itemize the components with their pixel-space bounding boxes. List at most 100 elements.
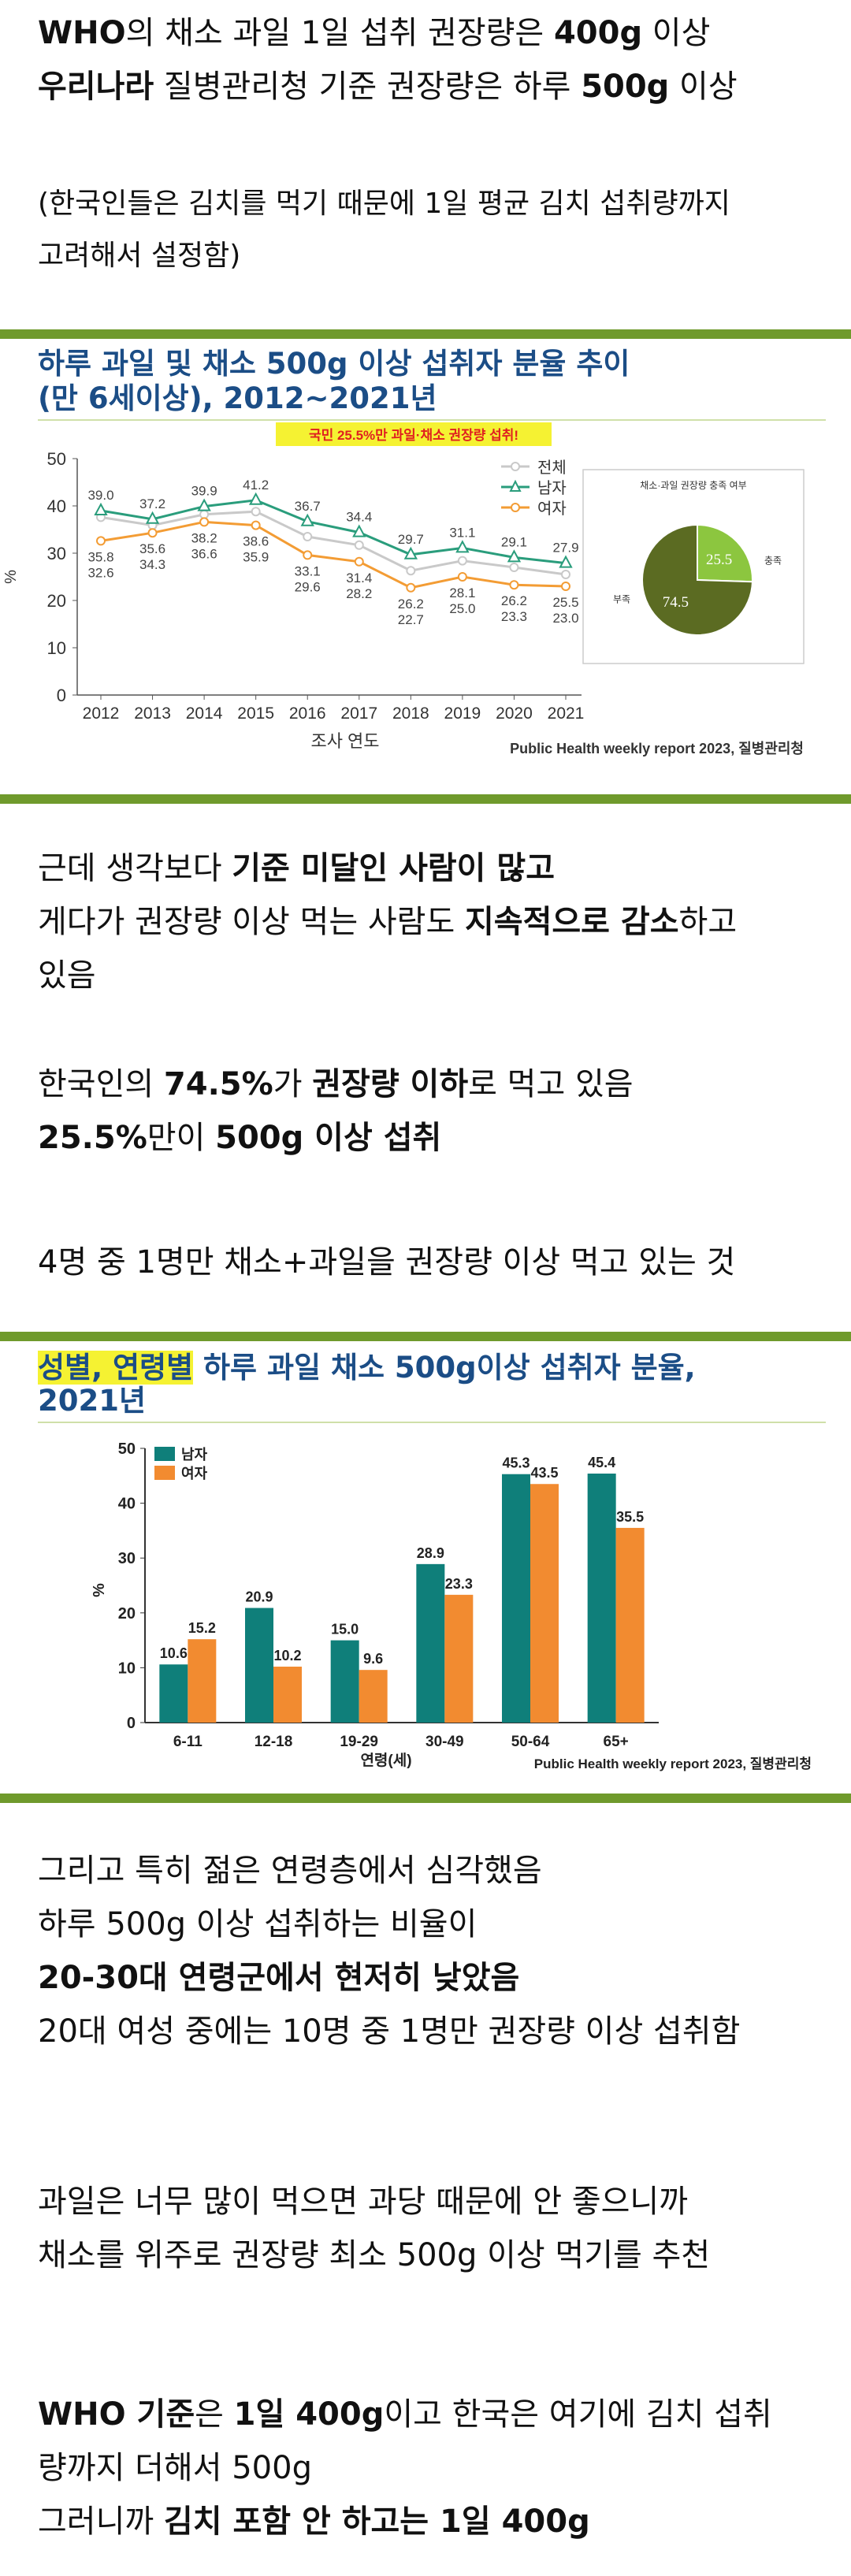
body-paragraph-3: 4명 중 1명만 채소+과일을 권장량 이상 먹고 있는 것 <box>38 1236 818 1289</box>
legend-marker <box>511 503 520 512</box>
data-point <box>303 532 313 541</box>
x-tick-label: 2020 <box>496 704 533 723</box>
data-point <box>96 536 106 546</box>
series-line-남자 <box>100 499 567 565</box>
x-tick-label: 65+ <box>604 1734 629 1750</box>
body-line: 그리고 특히 젊은 연령층에서 심각했음 <box>38 1853 542 1889</box>
legend-label: 여자 <box>537 500 567 518</box>
data-point <box>352 524 366 537</box>
bar-남자 <box>416 1563 445 1723</box>
pie-slice-부족 <box>641 523 753 636</box>
x-tick-label: 2017 <box>340 704 377 723</box>
data-label: 31.4 <box>346 571 372 585</box>
x-tick-label: 12-18 <box>255 1734 293 1750</box>
bar-value-label: 9.6 <box>363 1651 383 1667</box>
data-label: 29.6 <box>295 579 321 594</box>
x-tick-label: 2019 <box>444 704 481 723</box>
data-point <box>199 509 210 519</box>
legend-label: 남자 <box>537 479 567 497</box>
body-line: 한국인의 74.5%가 권장량 이하로 먹고 있음 <box>38 1066 634 1102</box>
intro-section: WHO의 채소 과일 1일 섭취 권장량은 400g 이상 우리나라 질병관리청… <box>38 6 818 113</box>
data-point <box>251 520 261 530</box>
data-point <box>561 570 570 579</box>
body-paragraph-5: 과일은 너무 많이 먹으면 과당 때문에 안 좋으니까 채소를 위주로 권장량 … <box>38 2175 818 2282</box>
bar-여자 <box>615 1527 645 1723</box>
y-tick-label: 50 <box>118 1440 136 1458</box>
intro-line-2: 우리나라 질병관리청 기준 권장량은 하루 500g 이상 <box>38 69 738 105</box>
body-line: 20대 여성 중에는 10명 중 1명만 권장량 이상 섭취함 <box>38 2013 741 2050</box>
data-label: 34.3 <box>139 557 165 572</box>
body-paragraph-2: 한국인의 74.5%가 권장량 이하로 먹고 있음 25.5%만이 500g 이… <box>38 1058 818 1165</box>
data-point <box>509 580 519 590</box>
bar-chart: 0 10 20 30 40 50% 10.615.2 6-11 20.9 10.2 12-18 15.… <box>91 1440 812 1771</box>
data-point <box>199 517 210 527</box>
data-point <box>507 549 522 563</box>
pie-category-label: 충족 <box>764 556 782 567</box>
body-line: 채소를 위주로 권장량 최소 500g 이상 먹기를 추천 <box>38 2237 711 2273</box>
data-point <box>94 502 108 515</box>
x-tick-label: 2021 <box>548 704 585 723</box>
data-label: 29.1 <box>501 534 527 549</box>
series-line-여자 <box>100 520 567 589</box>
data-label: 32.6 <box>87 565 113 580</box>
body-line: 있음 <box>38 957 96 994</box>
bar-value-label: 15.0 <box>331 1622 359 1637</box>
data-point <box>403 546 418 559</box>
data-label: 41.2 <box>243 478 269 493</box>
body-paragraph-6: WHO 기준은 1일 400g이고 한국은 여기에 김치 섭취 량까지 더해서 … <box>38 2388 818 2548</box>
data-point <box>354 540 364 550</box>
bar-value-label: 45.4 <box>588 1455 615 1470</box>
data-label: 26.2 <box>398 597 424 611</box>
data-label: 31.1 <box>449 525 475 540</box>
bar-chart-subtitle: 2021년 <box>38 1384 147 1418</box>
y-axis-label: % <box>2 570 20 584</box>
data-point <box>406 566 416 576</box>
body-line: 량까지 더해서 500g <box>38 2450 312 2486</box>
data-point <box>147 528 158 538</box>
data-label: 38.2 <box>191 530 217 545</box>
data-label: 39.0 <box>87 488 113 503</box>
body-line: 그러니까 김치 포함 안 하고는 1일 400g <box>38 2504 590 2540</box>
pie-value-label: 25.5 <box>706 552 732 568</box>
body-line: 과일은 너무 많이 먹으면 과당 때문에 안 좋으니까 <box>38 2184 689 2220</box>
chart-source: Public Health weekly report 2023, 질병관리청 <box>510 741 804 756</box>
bar-chart-title: 성별, 연령별 하루 과일 채소 500g이상 섭취자 분율, <box>38 1351 696 1385</box>
data-label: 39.9 <box>191 484 217 499</box>
y-tick-label: 50 <box>47 449 66 469</box>
pie-slice-충족 <box>697 523 753 583</box>
bar-여자 <box>359 1670 388 1723</box>
body-line: 20-30대 연령군에서 현저히 낮았음 <box>38 1960 520 1996</box>
data-label: 35.8 <box>87 549 113 564</box>
intro-note: (한국인들은 김치를 먹기 때문에 1일 평균 김치 섭취량까지 고려해서 설정… <box>38 178 818 282</box>
x-tick-label: 2013 <box>134 704 171 723</box>
bar-value-label: 10.2 <box>273 1648 301 1663</box>
legend-label: 전체 <box>537 459 567 477</box>
data-label: 23.3 <box>501 609 527 624</box>
data-label: 37.2 <box>139 496 165 511</box>
bar-value-label: 10.6 <box>160 1645 188 1661</box>
data-point <box>145 511 160 524</box>
x-axis-label: 연령(세) <box>360 1752 411 1769</box>
pie-title: 채소·과일 권장량 충족 여부 <box>640 480 746 491</box>
legend-marker <box>511 462 520 471</box>
y-axis-label: % <box>91 1583 108 1597</box>
legend-label: 남자 <box>181 1447 208 1463</box>
body-paragraph-1: 근데 생각보다 기준 미달인 사람이 많고 게다가 권장량 이상 먹는 사람도 … <box>38 842 818 1002</box>
figure-bottom-rule <box>0 1794 851 1803</box>
y-tick-label: 0 <box>57 686 66 705</box>
bar-남자 <box>502 1474 530 1723</box>
data-point <box>300 513 314 526</box>
bar-남자 <box>159 1664 188 1723</box>
intro-line-1: WHO의 채소 과일 1일 섭취 권장량은 400g 이상 <box>38 15 711 51</box>
body-line: WHO 기준은 1일 400g이고 한국은 여기에 김치 섭취 <box>38 2396 772 2433</box>
x-tick-label: 19-29 <box>340 1734 378 1750</box>
data-label: 26.2 <box>501 593 527 608</box>
y-tick-label: 20 <box>118 1605 136 1623</box>
x-tick-label: 50-64 <box>511 1734 550 1750</box>
figure-top-rule <box>0 329 851 339</box>
line-chart-subtitle: (만 6세이상), 2012~2021년 <box>38 381 437 415</box>
intro-note-line-2: 고려해서 설정함) <box>38 240 241 272</box>
line-chart-figure: 하루 과일 및 채소 500g 이상 섭취자 분율 추이 (만 6세이상), 2… <box>0 329 851 804</box>
x-tick-label: 2016 <box>289 704 326 723</box>
series-line-전체 <box>100 510 567 576</box>
